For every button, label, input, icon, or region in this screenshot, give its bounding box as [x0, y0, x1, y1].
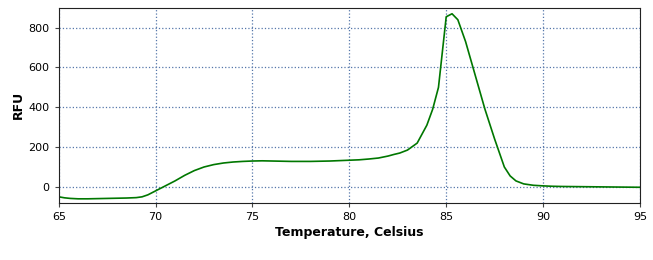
Y-axis label: RFU: RFU: [12, 91, 24, 119]
X-axis label: Temperature, Celsius: Temperature, Celsius: [275, 226, 424, 239]
